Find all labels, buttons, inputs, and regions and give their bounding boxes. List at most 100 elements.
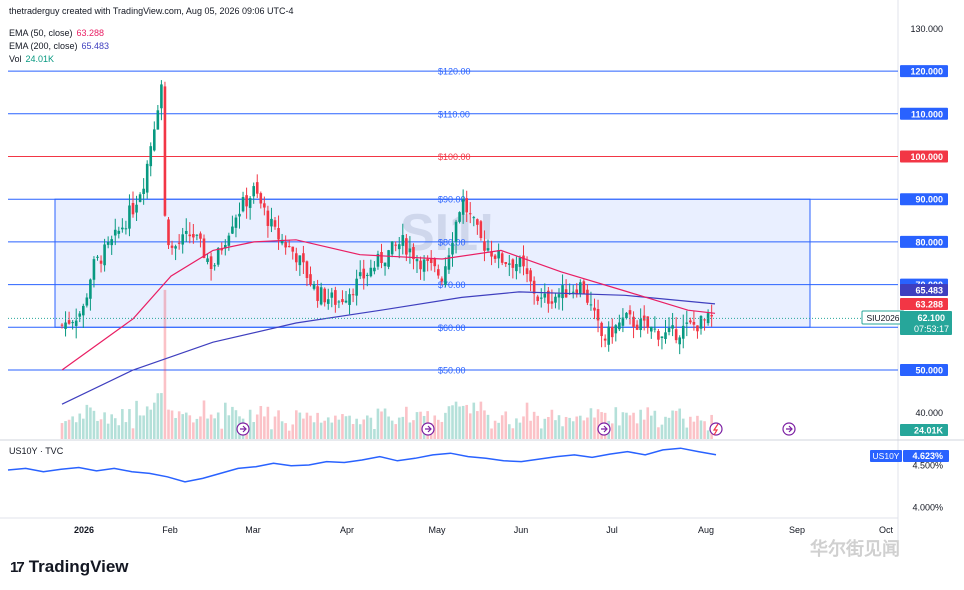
price-tick-label: 120.000	[910, 67, 943, 77]
candle-body	[589, 304, 593, 306]
candle-body	[689, 320, 692, 323]
candle-body	[106, 241, 110, 245]
time-axis-label: Jun	[514, 525, 529, 535]
candle-body	[309, 274, 312, 285]
volume-bar	[557, 415, 561, 439]
volume-bar	[131, 428, 135, 439]
volume-bar	[106, 423, 110, 439]
candle-body	[497, 250, 500, 259]
volume-bar	[451, 405, 454, 439]
level-label: $90.00	[438, 195, 466, 205]
volume-bar	[437, 419, 440, 439]
candle-body	[302, 253, 305, 263]
candle-body	[280, 239, 284, 244]
candle-body	[284, 242, 287, 248]
us10y-tick-label: 4.000%	[912, 503, 943, 513]
price-tick-label: 130.000	[910, 24, 943, 34]
candle-body	[266, 210, 270, 226]
volume-bar	[639, 409, 642, 439]
candle-body	[610, 326, 614, 338]
ema50-price-tag-bg	[900, 298, 948, 310]
volume-bar	[149, 409, 153, 439]
volume-bar	[234, 410, 238, 439]
tradingview-logo[interactable]: 17 TradingView	[10, 557, 129, 577]
candle-body	[454, 221, 458, 242]
price-tick-label: 100.000	[910, 152, 943, 162]
candle-body	[255, 182, 259, 194]
price-level-tag	[900, 65, 948, 78]
candle-body	[575, 289, 579, 295]
volume-bar	[309, 415, 312, 439]
candle-body	[667, 328, 671, 333]
time-axis-label: Sep	[789, 525, 805, 535]
volume-bar	[153, 402, 156, 439]
volume-bar	[621, 412, 625, 439]
volume-bar	[635, 423, 639, 439]
volume-bar	[305, 412, 309, 439]
volume-bar	[405, 406, 408, 439]
candle-body	[110, 239, 113, 246]
candle-body	[405, 238, 408, 255]
volume-bar	[536, 415, 539, 439]
volume-bar	[532, 411, 536, 439]
candle-body	[287, 246, 291, 248]
volume-bar	[358, 424, 362, 439]
us10y-line	[7, 447, 717, 483]
candle-body	[177, 242, 181, 244]
volume-bar	[287, 430, 291, 439]
candle-body	[397, 244, 401, 250]
candle-body	[334, 290, 337, 305]
volume-bar	[397, 417, 401, 439]
candle-body	[465, 198, 468, 213]
volume-bar	[650, 415, 653, 439]
candle-body	[295, 253, 298, 263]
volume-bar	[344, 416, 348, 439]
candle-body	[561, 285, 564, 299]
volume-bar	[337, 419, 341, 439]
candle-body	[483, 241, 486, 251]
candle-body	[603, 338, 607, 341]
candle-body	[82, 305, 85, 316]
volume-bar	[543, 418, 547, 439]
price-tick-label: 90.000	[915, 195, 943, 205]
candle-body	[238, 213, 241, 217]
volume-bars	[60, 289, 713, 439]
ema200-legend-label: EMA (200, close)	[9, 41, 78, 51]
candle-body	[192, 234, 195, 238]
volume-bar	[476, 411, 479, 439]
candle-body	[394, 244, 397, 246]
candle-body	[167, 219, 170, 246]
candle-body	[692, 321, 696, 325]
last-price-tag-bg	[900, 311, 952, 335]
range-box	[54, 198, 811, 328]
volume-bar	[273, 416, 277, 439]
event-arrow-icon	[601, 425, 608, 433]
volume-bar	[224, 402, 227, 439]
volume-bar	[515, 418, 518, 439]
event-arrow-icon	[786, 425, 793, 433]
volume-bar	[206, 418, 209, 439]
time-axis-label: Feb	[162, 525, 178, 535]
candle-body	[174, 246, 177, 249]
ema200-line	[61, 291, 716, 405]
candle-body	[596, 309, 600, 321]
candle-body	[635, 324, 639, 330]
earnings-marker-icon	[709, 422, 723, 436]
volume-bar	[394, 424, 397, 439]
volume-bar	[195, 418, 199, 439]
volume-bar	[681, 418, 685, 439]
symbol-tag: SIU2026	[866, 313, 899, 323]
candle-body	[149, 146, 153, 167]
candle-body	[579, 282, 582, 295]
volume-bar	[671, 410, 674, 439]
volume-bar	[706, 430, 710, 439]
volume-bar	[142, 415, 145, 439]
volume-bar	[231, 406, 234, 439]
volume-bar	[284, 423, 287, 439]
volume-bar	[167, 409, 170, 439]
volume-bar	[181, 414, 184, 439]
level-label: $60.00	[438, 323, 466, 333]
price-level-tag	[900, 107, 948, 120]
candle-body	[213, 265, 216, 267]
